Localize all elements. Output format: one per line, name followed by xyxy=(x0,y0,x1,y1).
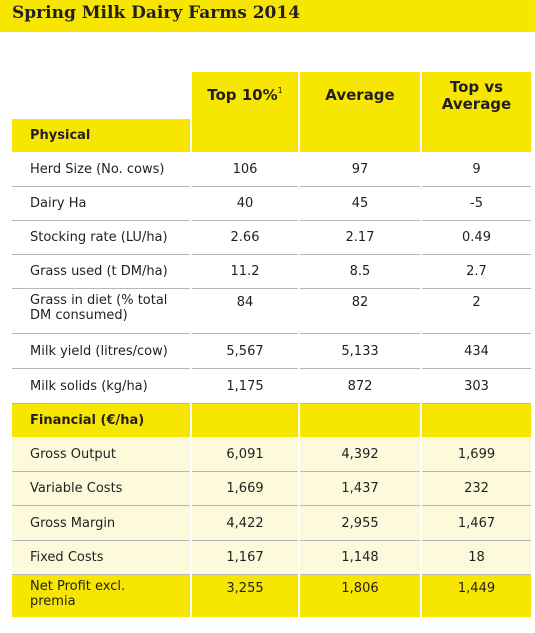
cell-diff: 0.49 xyxy=(422,221,531,255)
header-average: Average xyxy=(300,72,420,119)
cell-top10: 1,167 xyxy=(192,541,298,575)
cell-diff: 18 xyxy=(422,541,531,575)
row-label: Milk solids (kg/ha) xyxy=(12,369,190,404)
cell-top10: 84 xyxy=(192,289,298,334)
page-title: Spring Milk Dairy Farms 2014 xyxy=(12,3,301,23)
section-financial-fill xyxy=(300,404,420,437)
comparison-table: Top 10% 1 Average Top vs Average Physical… xyxy=(12,72,531,622)
row-label: Variable Costs xyxy=(12,472,190,506)
cell-average: 872 xyxy=(300,369,420,404)
row-label: Milk yield (litres/cow) xyxy=(12,334,190,369)
cell-top10: 5,567 xyxy=(192,334,298,369)
cell-average: 1,437 xyxy=(300,472,420,506)
cell-average: 2,955 xyxy=(300,506,420,541)
cell-diff: 1,699 xyxy=(422,437,531,472)
cell-diff: 434 xyxy=(422,334,531,369)
cell-diff: -5 xyxy=(422,187,531,221)
section-physical-fill xyxy=(192,119,298,152)
section-physical: Physical xyxy=(12,119,190,152)
cell-average: 97 xyxy=(300,152,420,187)
row-label: Dairy Ha xyxy=(12,187,190,221)
cell-diff: 1,467 xyxy=(422,506,531,541)
row-label: Fixed Costs xyxy=(12,541,190,575)
cell-diff: 303 xyxy=(422,369,531,404)
cell-top10: 40 xyxy=(192,187,298,221)
cell-diff: 232 xyxy=(422,472,531,506)
section-physical-fill xyxy=(300,119,420,152)
row-label: Gross Margin xyxy=(12,506,190,541)
cell-average: 4,392 xyxy=(300,437,420,472)
header-top10: Top 10% 1 xyxy=(192,72,298,119)
cell-diff: 2 xyxy=(422,289,531,334)
row-label: Stocking rate (LU/ha) xyxy=(12,221,190,255)
cell-top10: 106 xyxy=(192,152,298,187)
header-top-vs-average: Top vs Average xyxy=(422,72,531,119)
cell-diff: 1,449 xyxy=(422,575,531,617)
row-label: Herd Size (No. cows) xyxy=(12,152,190,187)
cell-top10: 1,175 xyxy=(192,369,298,404)
cell-top10: 4,422 xyxy=(192,506,298,541)
section-physical-fill xyxy=(422,119,531,152)
header-top10-label: Top 10% xyxy=(207,86,278,104)
header-blank-cell xyxy=(12,72,190,119)
cell-diff: 2.7 xyxy=(422,255,531,289)
cell-diff: 9 xyxy=(422,152,531,187)
cell-average: 45 xyxy=(300,187,420,221)
cell-top10: 6,091 xyxy=(192,437,298,472)
cell-top10: 1,669 xyxy=(192,472,298,506)
section-financial: Financial (€/ha) xyxy=(12,404,190,437)
title-bar: Spring Milk Dairy Farms 2014 xyxy=(0,0,535,32)
cell-top10: 3,255 xyxy=(192,575,298,617)
row-label: Grass in diet (% total DM consumed) xyxy=(12,289,190,334)
section-financial-fill xyxy=(192,404,298,437)
row-label: Grass used (t DM/ha) xyxy=(12,255,190,289)
cell-average: 2.17 xyxy=(300,221,420,255)
row-label: Gross Output xyxy=(12,437,190,472)
section-financial-fill xyxy=(422,404,531,437)
cell-average: 5,133 xyxy=(300,334,420,369)
cell-top10: 11.2 xyxy=(192,255,298,289)
row-label: Net Profit excl. premia xyxy=(12,575,190,617)
cell-top10: 2.66 xyxy=(192,221,298,255)
header-top10-footnote: 1 xyxy=(277,86,283,95)
cell-average: 82 xyxy=(300,289,420,334)
cell-average: 1,806 xyxy=(300,575,420,617)
cell-average: 8.5 xyxy=(300,255,420,289)
cell-average: 1,148 xyxy=(300,541,420,575)
